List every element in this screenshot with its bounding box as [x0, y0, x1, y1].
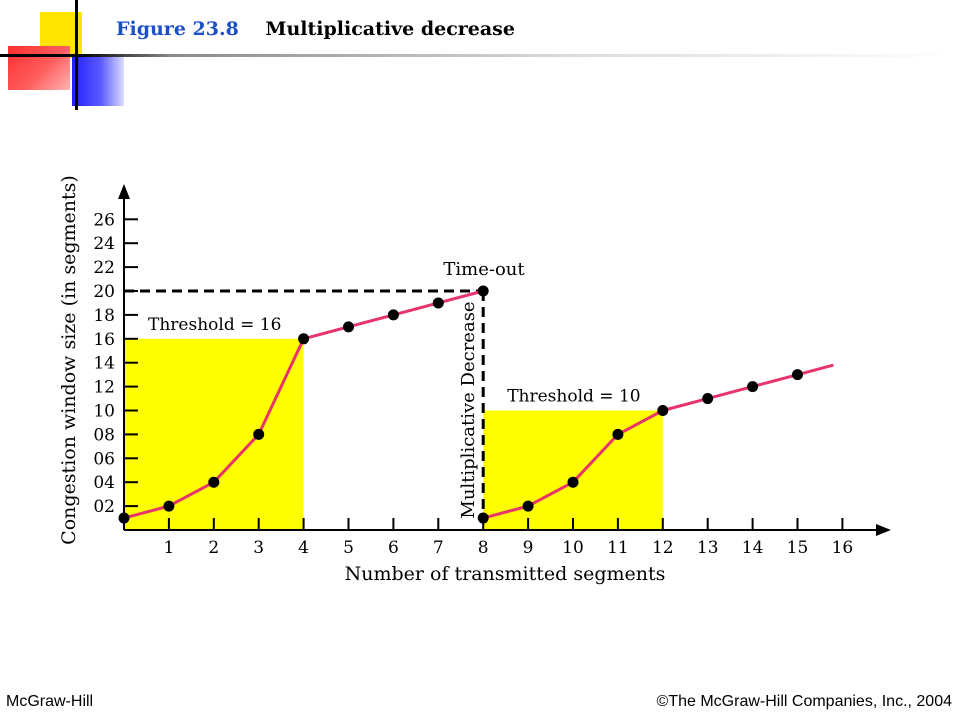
data-point [208, 476, 220, 488]
x-tick-label: 8 [478, 538, 489, 558]
x-tick-label: 13 [697, 538, 719, 558]
footer-copyright: ©The McGraw-Hill Companies, Inc., 2004 [656, 693, 952, 710]
y-tick-label: 02 [93, 497, 115, 517]
x-axis-title: Number of transmitted segments [345, 563, 666, 585]
data-point [253, 428, 265, 440]
threshold-label-2: Threshold = 10 [507, 387, 640, 407]
data-point [567, 476, 579, 488]
data-point [387, 309, 399, 321]
decor-horizontal-rule [0, 54, 960, 57]
series-line-extension [797, 363, 834, 377]
data-point [477, 512, 489, 524]
x-tick-label: 2 [208, 538, 219, 558]
data-point [118, 512, 130, 524]
x-tick-label: 11 [607, 538, 629, 558]
data-point [702, 393, 714, 405]
data-point [792, 369, 803, 381]
data-point [522, 500, 534, 512]
x-tick-label: 6 [388, 538, 399, 558]
slide-title: Figure 23.8 Multiplicative decrease [116, 18, 515, 40]
y-tick-label: 10 [93, 402, 115, 422]
y-tick-label: 20 [93, 282, 115, 302]
data-point [657, 405, 669, 416]
timeout-label: Time-out [443, 259, 525, 280]
data-point [343, 321, 354, 333]
y-tick-label: 26 [93, 210, 115, 230]
y-tick-label: 12 [93, 378, 115, 398]
y-tick-label: 08 [93, 425, 115, 445]
x-tick-label: 9 [523, 538, 534, 558]
x-tick-label: 5 [343, 538, 354, 558]
y-tick-label: 18 [93, 306, 115, 326]
x-tick-label: 16 [832, 538, 854, 558]
decor-blue-square [72, 56, 124, 106]
y-tick-label: 22 [93, 258, 115, 278]
data-point [477, 285, 489, 297]
data-point [298, 333, 310, 345]
y-tick-label: 04 [93, 473, 115, 493]
x-tick-label: 3 [253, 538, 264, 558]
y-axis-arrowhead [118, 184, 130, 199]
y-tick-label: 16 [93, 330, 115, 350]
data-point [747, 381, 759, 393]
decrease-label: Multiplicative Decrease [458, 301, 479, 518]
x-axis-arrowhead [876, 524, 891, 536]
y-tick-label: 06 [93, 449, 115, 469]
figure-number: Figure 23.8 [116, 18, 239, 40]
threshold-region-1 [124, 338, 304, 530]
footer-publisher: McGraw-Hill [6, 693, 94, 710]
x-tick-label: 4 [298, 538, 309, 558]
x-tick-label: 14 [742, 538, 764, 558]
x-tick-label: 12 [652, 538, 674, 558]
x-tick-label: 7 [433, 538, 444, 558]
decor-red-square [8, 46, 70, 90]
y-axis-title: Congestion window size (in segments) [58, 175, 80, 545]
y-tick-label: 14 [93, 354, 115, 374]
data-point [432, 297, 444, 309]
y-tick-label: 24 [93, 234, 115, 254]
series-line-2 [482, 373, 798, 520]
data-point [163, 500, 175, 512]
x-tick-label: 15 [787, 538, 809, 558]
threshold-label-1: Threshold = 16 [148, 315, 281, 335]
data-point [612, 428, 624, 440]
x-tick-label: 10 [562, 538, 584, 558]
x-tick-label: 1 [163, 538, 174, 558]
figure-title: Multiplicative decrease [265, 18, 515, 40]
